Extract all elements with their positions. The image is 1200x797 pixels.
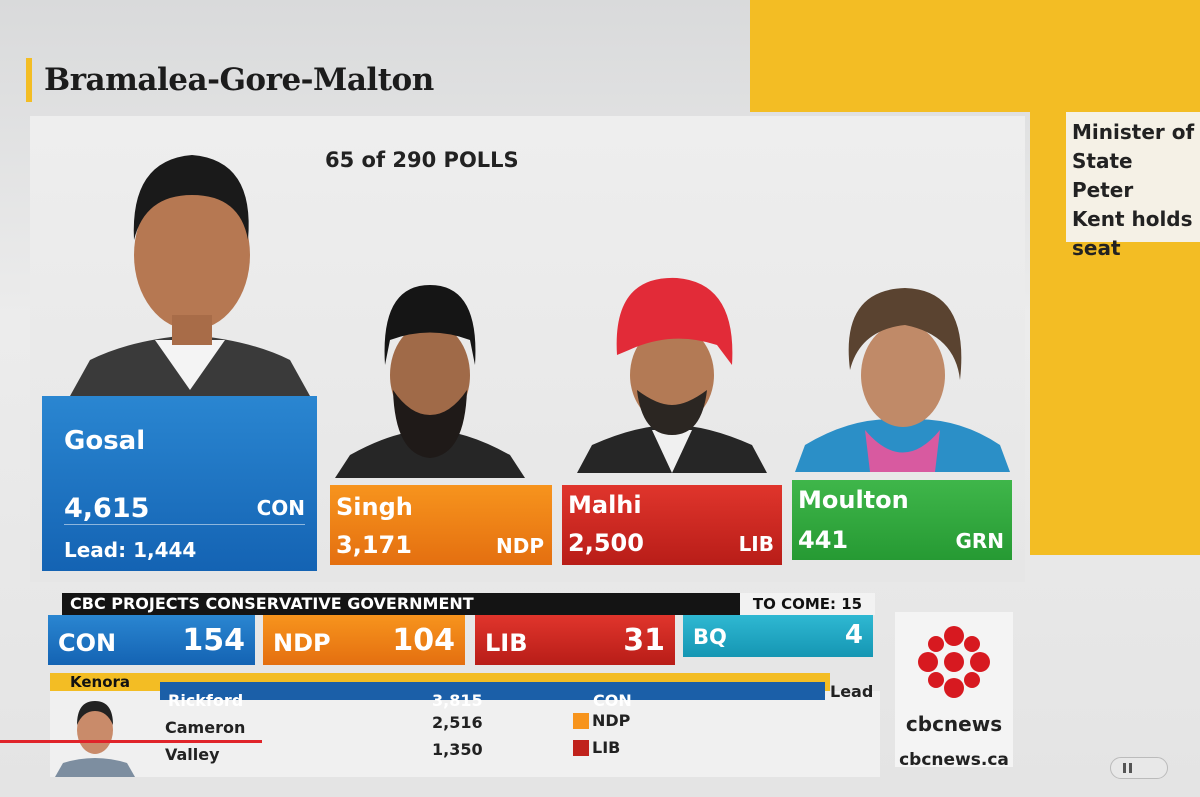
yellow-block	[750, 0, 1200, 112]
candidate-card: Singh 3,171 NDP	[330, 485, 552, 565]
candidate-party: CON	[256, 496, 305, 520]
candidate-party: GRN	[955, 529, 1004, 553]
candidate-votes: 3,171	[336, 531, 412, 559]
candidate-name: Valley	[165, 745, 220, 764]
seat-count: CON 154	[48, 615, 255, 665]
candidate-card: Malhi 2,500 LIB	[562, 485, 782, 565]
candidate-name: Cameron	[165, 718, 246, 737]
candidate-party: LIB	[592, 738, 621, 757]
seat-number: 31	[623, 623, 665, 658]
party-swatch	[573, 713, 589, 729]
candidate-card: Moulton 441 GRN	[792, 480, 1012, 560]
projection-banner: CBC PROJECTS CONSERVATIVE GOVERNMENT	[62, 593, 740, 615]
party-swatch	[573, 740, 589, 756]
note-line: Kent holds	[1072, 207, 1193, 231]
candidate-name: Malhi	[568, 491, 642, 519]
seat-count: BQ 4	[683, 615, 873, 657]
cbc-logo-box: cbcnews cbcnews.ca	[895, 612, 1013, 770]
seat-number: 154	[182, 623, 245, 658]
candidate-photo	[55, 701, 135, 777]
candidate-votes: 1,350	[432, 740, 483, 759]
candidate-votes: 2,500	[568, 529, 644, 557]
note-line: Minister of	[1072, 120, 1195, 144]
polls-reporting: 65 of 290 POLLS	[325, 148, 519, 172]
note-line: seat	[1072, 236, 1121, 260]
candidate-party: LIB	[738, 532, 774, 556]
lead-status: Lead	[830, 682, 874, 701]
seat-party: CON	[58, 629, 117, 657]
seat-party: NDP	[273, 629, 331, 657]
leading-row-bar	[160, 682, 825, 700]
cbc-gem	[918, 626, 990, 698]
note-line: State Peter	[1072, 149, 1134, 202]
progress-bar	[0, 740, 262, 743]
divider	[64, 524, 305, 525]
candidate-name: Rickford	[168, 691, 244, 710]
candidate-party: NDP	[496, 534, 544, 558]
candidate-party: CON	[593, 691, 632, 710]
candidate-votes: 441	[798, 526, 849, 554]
leading-candidate-card: Gosal 4,615 CON Lead: 1,444	[42, 396, 317, 571]
seat-number: 4	[844, 620, 863, 650]
candidate-lead: Lead: 1,444	[64, 538, 197, 562]
candidate-photo	[70, 155, 310, 396]
candidate-name: Moulton	[798, 486, 909, 514]
candidate-votes: 2,516	[432, 713, 483, 732]
seat-count: LIB 31	[475, 615, 675, 665]
ticker-panel	[50, 691, 880, 777]
side-note: Minister of State Peter Kent holds seat	[1066, 112, 1200, 260]
cbc-url: cbcnews.ca	[899, 750, 1009, 770]
candidate-photo	[795, 288, 1010, 472]
riding-title: Bramalea-Gore-Malton	[26, 58, 434, 102]
seat-party: BQ	[693, 625, 727, 649]
candidate-name: Gosal	[64, 426, 146, 456]
candidate-party: NDP	[592, 711, 631, 730]
seats-to-come: TO COME: 15	[740, 593, 875, 615]
seat-number: 104	[392, 623, 455, 658]
candidate-votes: 4,615	[64, 493, 150, 524]
candidate-photo	[577, 277, 767, 473]
candidate-name: Singh	[336, 493, 413, 521]
candidate-photo	[335, 285, 525, 478]
cbc-news-logo: cbcnews	[905, 712, 1003, 736]
candidate-votes: 3,815	[432, 691, 483, 710]
seat-party: LIB	[485, 629, 528, 657]
seat-count: NDP 104	[263, 615, 465, 665]
pause-button[interactable]	[1110, 757, 1168, 779]
